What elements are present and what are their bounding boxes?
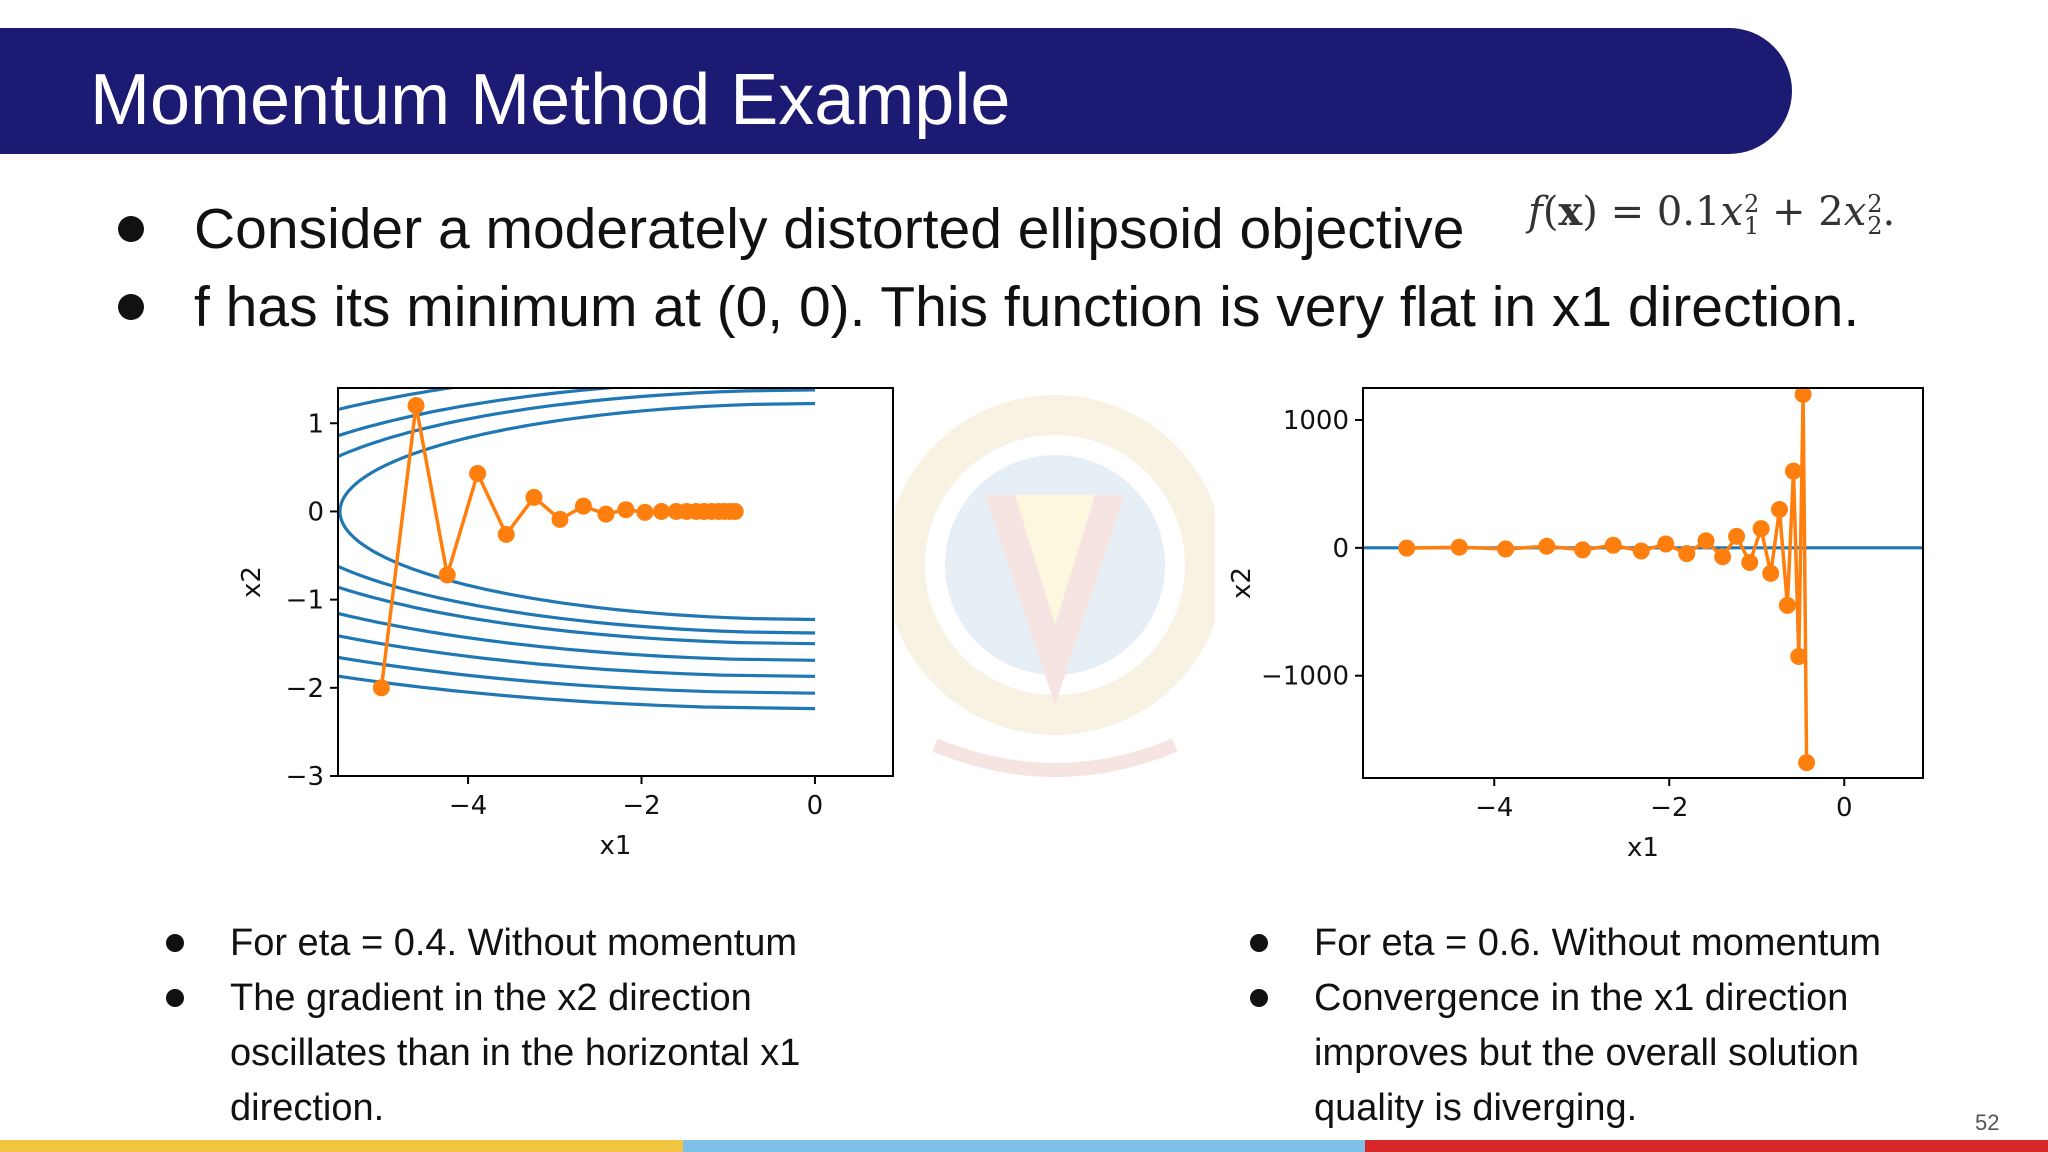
data-point — [1497, 540, 1515, 558]
plot-area — [1363, 388, 1923, 772]
data-point — [726, 502, 744, 520]
data-point — [574, 497, 592, 515]
plot-frame — [337, 387, 894, 777]
data-point — [1450, 538, 1468, 556]
left-notes: For eta = 0.4. Without momentum The grad… — [160, 916, 920, 1136]
title-bar — [0, 28, 1792, 154]
bullet-dot — [118, 294, 144, 320]
chart-right-plot: −4 −2 0 1000 0 −1000 x1 x2 — [1227, 387, 1924, 863]
x-tick-label: −4 — [449, 791, 487, 821]
objective-formula: f(x) = 0.1x 2 1 + 2x 2 2. — [1528, 188, 1896, 240]
right-note-1: For eta = 0.6. Without momentum — [1244, 916, 2004, 971]
x-axis-label: x1 — [600, 831, 632, 861]
data-point — [525, 488, 543, 506]
data-point — [1798, 754, 1816, 772]
contour-line — [338, 388, 816, 635]
data-point — [1604, 536, 1622, 554]
data-point — [652, 502, 670, 520]
y-tick-label: 0 — [307, 497, 324, 527]
right-note-2: Convergence in the x1 direction improves… — [1244, 971, 1974, 1136]
page-number: 52 — [1975, 1110, 2000, 1135]
left-note-1: For eta = 0.4. Without momentum — [160, 916, 920, 971]
data-point — [1762, 564, 1780, 582]
left-note-2: The gradient in the x2 direction oscilla… — [160, 971, 870, 1136]
bullet-dot — [1250, 934, 1268, 952]
y-axis-label: x2 — [1227, 567, 1257, 599]
bullet-dot — [166, 934, 184, 952]
data-point — [1574, 541, 1592, 559]
data-point — [1714, 548, 1732, 566]
data-point — [469, 465, 487, 483]
y-axis-label: x2 — [237, 566, 267, 598]
plot-frame — [1362, 387, 1924, 779]
data-point — [1752, 520, 1770, 538]
chart-left-plot: −4 −2 0 1 0 −1 −2 −3 x1 x2 — [237, 387, 894, 861]
footer-stripe-red — [1365, 1140, 2048, 1152]
y-tick-label: −2 — [286, 674, 324, 704]
bullet-dot — [118, 216, 144, 242]
data-point — [1678, 545, 1696, 563]
data-point — [438, 566, 456, 584]
y-tick-label: 1 — [307, 409, 324, 439]
data-point — [1632, 542, 1650, 560]
y-tick-label: −3 — [286, 762, 324, 792]
data-point — [1538, 537, 1556, 555]
data-point — [407, 397, 425, 415]
x-tick-label: 0 — [807, 791, 824, 821]
x-axis-label: x1 — [1627, 833, 1659, 863]
data-point — [1785, 462, 1802, 480]
data-point — [1398, 539, 1416, 557]
data-point — [636, 503, 654, 521]
data-point — [1794, 388, 1812, 403]
university-logo-watermark — [895, 395, 1215, 777]
data-point — [372, 679, 390, 697]
contour-line — [338, 401, 816, 622]
data-point — [1741, 554, 1759, 572]
y-tick-label: 1000 — [1283, 406, 1349, 436]
footer-stripe-blue — [683, 1140, 1365, 1152]
x-tick-label: −4 — [1475, 793, 1513, 823]
y-tick-label: −1000 — [1261, 662, 1349, 692]
contour-line — [338, 388, 816, 646]
data-point — [1657, 535, 1675, 553]
y-tick-label: −1 — [286, 586, 324, 616]
data-point — [1771, 500, 1788, 518]
series-line — [1406, 394, 1809, 763]
data-point — [1697, 532, 1715, 550]
data-point — [617, 501, 635, 519]
data-point — [1728, 527, 1746, 545]
x-tick-label: −2 — [622, 791, 660, 821]
data-point — [1790, 648, 1808, 666]
slide-title: Momentum Method Example — [90, 60, 1011, 140]
data-point — [551, 510, 569, 528]
plot-area — [338, 388, 816, 711]
data-point — [597, 505, 615, 523]
data-point — [1778, 596, 1796, 614]
x-tick-label: 0 — [1836, 793, 1853, 823]
right-notes: For eta = 0.6. Without momentum Converge… — [1244, 916, 2004, 1136]
bullet-dot — [166, 989, 184, 1007]
footer-stripe-yellow — [0, 1140, 683, 1152]
bullet-2-text: f has its minimum at (0, 0). This functi… — [194, 275, 1860, 339]
x-tick-label: −2 — [1650, 793, 1688, 823]
y-tick-label: 0 — [1332, 534, 1349, 564]
data-point — [497, 525, 515, 543]
bullet-dot — [1250, 989, 1268, 1007]
bullet-1-text: Consider a moderately distorted ellipsoi… — [194, 197, 1465, 261]
